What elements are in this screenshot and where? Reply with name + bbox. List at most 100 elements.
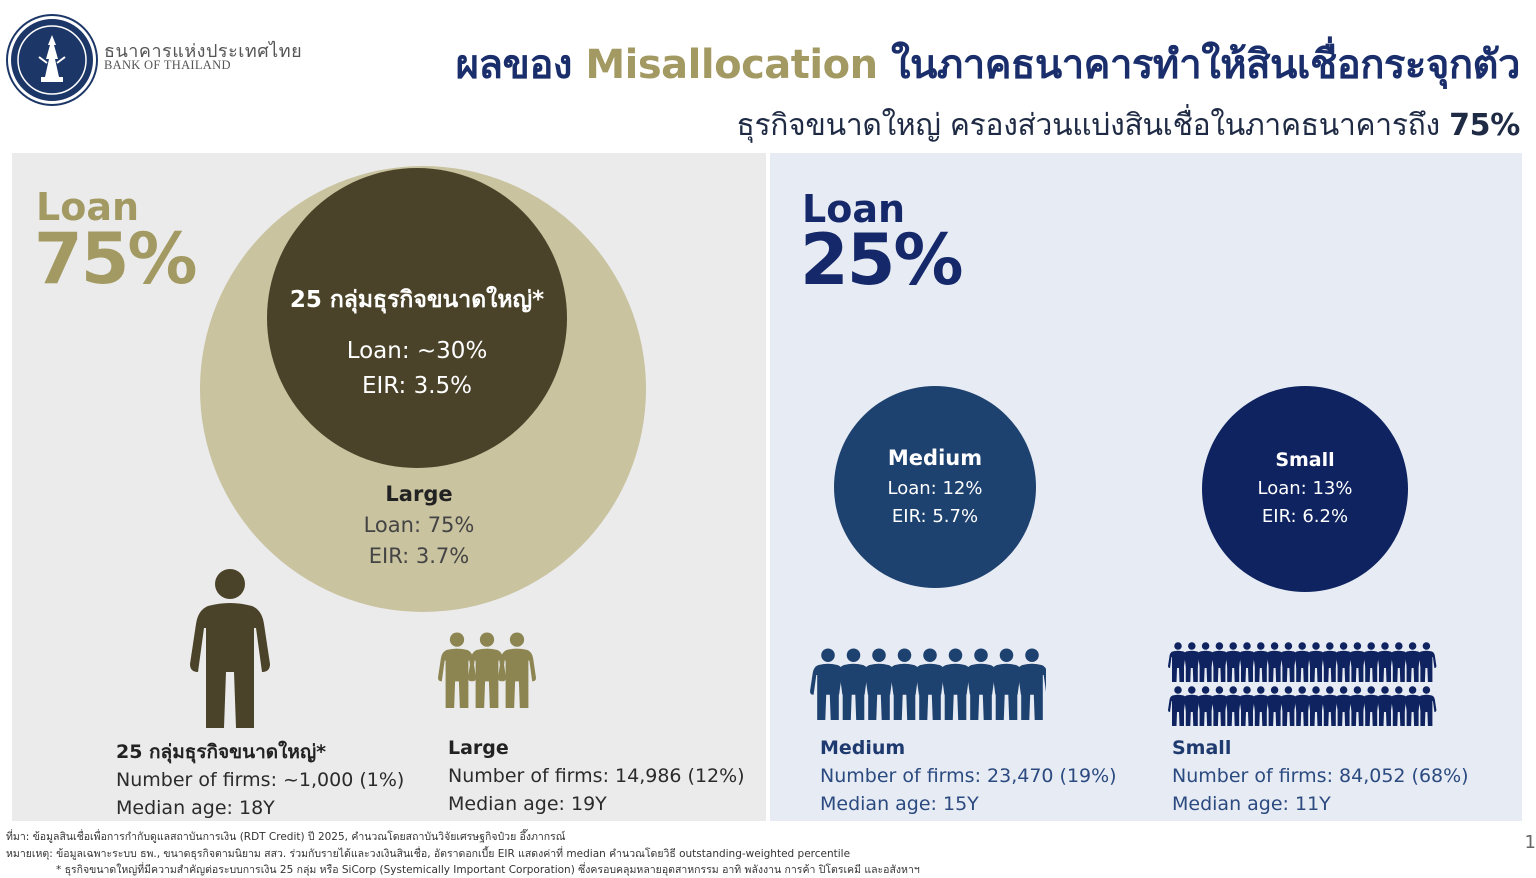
person-icon bbox=[835, 648, 872, 720]
person-icon bbox=[1416, 642, 1437, 682]
person-icon bbox=[1168, 642, 1188, 682]
person-icon bbox=[1402, 686, 1423, 726]
person-icon bbox=[1333, 686, 1354, 726]
person-icon bbox=[1319, 686, 1340, 726]
footnote-source: ที่มา: ข้อมูลสินเชื่อเพื่อการกำกับดูแลสถ… bbox=[6, 831, 566, 843]
person-icon bbox=[1181, 642, 1202, 682]
large-title: Large bbox=[385, 482, 453, 506]
person-icon bbox=[1388, 642, 1409, 682]
person-icon bbox=[1168, 686, 1188, 726]
person-icon bbox=[1306, 642, 1326, 682]
person-icon bbox=[1209, 686, 1230, 726]
people-icon-small bbox=[1168, 642, 1437, 726]
person-icon bbox=[1402, 642, 1423, 682]
person-icon bbox=[810, 648, 846, 720]
person-icon bbox=[438, 632, 476, 708]
top25-eir: EIR: 3.5% bbox=[361, 373, 473, 399]
person-icon bbox=[498, 632, 536, 708]
bot-logo bbox=[8, 16, 96, 104]
person-icon bbox=[1223, 686, 1244, 726]
person-icon bbox=[886, 648, 923, 720]
brand-name-thai: ธนาคารแห่งประเทศไทย bbox=[104, 41, 303, 62]
footnote-star: * ธุรกิจขนาดใหญ่ที่มีความสำคัญต่อระบบการ… bbox=[56, 864, 920, 876]
stats-top25-age: Median age: 18Y bbox=[116, 797, 275, 819]
person-icon bbox=[1388, 686, 1409, 726]
stats-large-name: Large bbox=[448, 737, 509, 759]
page-title: ผลของ Misallocation ในภาคธนาคารทำให้สินเ… bbox=[455, 32, 1521, 96]
person-icon bbox=[1278, 642, 1299, 682]
people-icon-large bbox=[438, 632, 536, 708]
person-icon bbox=[1181, 686, 1202, 726]
person-icon bbox=[1195, 642, 1216, 682]
brand-name-english: BANK OF THAILAND bbox=[104, 58, 231, 72]
stats-medium: Medium Number of firms: 23,470 (19%) Med… bbox=[820, 734, 1117, 818]
person-icon bbox=[1292, 642, 1313, 682]
person-icon bbox=[190, 569, 270, 728]
person-icon bbox=[861, 648, 897, 720]
top25-loan: Loan: ~30% bbox=[346, 338, 488, 364]
people-icon-medium bbox=[810, 648, 1046, 721]
stats-medium-name: Medium bbox=[820, 737, 906, 759]
person-icon bbox=[1278, 686, 1299, 726]
stats-large: Large Number of firms: 14,986 (12%) Medi… bbox=[448, 734, 745, 818]
large-loan: Loan: 75% bbox=[363, 513, 475, 537]
garuda-emblem-icon bbox=[17, 25, 87, 95]
top25-title: 25 กลุ่มธุรกิจขนาดใหญ่* bbox=[289, 287, 545, 313]
person-icon bbox=[1264, 686, 1285, 726]
person-icon bbox=[1375, 686, 1395, 726]
person-icon bbox=[1333, 642, 1354, 682]
person-icon bbox=[1319, 642, 1340, 682]
footnote-note: หมายเหตุ: ข้อมูลเฉพาะระบบ ธพ., ขนาดธุรกิ… bbox=[6, 848, 851, 860]
person-icon bbox=[1014, 648, 1046, 721]
small-title: Small bbox=[1275, 449, 1335, 471]
person-icon bbox=[1223, 642, 1244, 682]
right-loan-label: Loan bbox=[802, 187, 906, 231]
person-icon bbox=[1361, 686, 1382, 726]
medium-eir: EIR: 5.7% bbox=[891, 506, 979, 527]
stats-top25: 25 กลุ่มธุรกิจขนาดใหญ่* Number of firms:… bbox=[116, 738, 404, 822]
stats-large-age: Median age: 19Y bbox=[448, 793, 607, 815]
subtitle-text: ธุรกิจขนาดใหญ่ ครองส่วนแบ่งสินเชื่อในภาค… bbox=[736, 108, 1450, 143]
stats-small: Small Number of firms: 84,052 (68%) Medi… bbox=[1172, 734, 1469, 818]
medium-title: Medium bbox=[887, 446, 983, 470]
stats-small-firms: Number of firms: 84,052 (68%) bbox=[1172, 765, 1469, 787]
small-loan: Loan: 13% bbox=[1257, 478, 1353, 499]
top25-circle bbox=[267, 168, 567, 468]
left-loan-pct: 75% bbox=[34, 218, 198, 300]
stats-medium-age: Median age: 15Y bbox=[820, 793, 979, 815]
person-icon bbox=[1237, 686, 1257, 726]
title-part-1: ผลของ bbox=[455, 42, 586, 88]
medium-loan: Loan: 12% bbox=[887, 478, 983, 499]
small-eir: EIR: 6.2% bbox=[1261, 506, 1349, 527]
person-icon bbox=[1292, 686, 1313, 726]
right-loan-pct: 25% bbox=[800, 219, 964, 301]
person-icon bbox=[963, 648, 999, 720]
title-part-2: ในภาคธนาคารทำให้สินเชื่อกระจุกตัว bbox=[877, 42, 1521, 88]
stats-medium-firms: Number of firms: 23,470 (19%) bbox=[820, 765, 1117, 787]
left-loan-label: Loan bbox=[36, 185, 140, 229]
stats-small-age: Median age: 11Y bbox=[1172, 793, 1331, 815]
person-icon bbox=[1347, 642, 1368, 682]
person-icon bbox=[1361, 642, 1382, 682]
person-icon bbox=[1264, 642, 1285, 682]
stats-top25-name: 25 กลุ่มธุรกิจขนาดใหญ่* bbox=[116, 741, 327, 763]
person-icon bbox=[1306, 686, 1326, 726]
person-icon bbox=[937, 648, 974, 720]
person-icon bbox=[1416, 686, 1437, 726]
stats-top25-firms: Number of firms: ~1,000 (1%) bbox=[116, 769, 405, 791]
person-icon bbox=[468, 632, 506, 708]
page-subtitle: ธุรกิจขนาดใหญ่ ครองส่วนแบ่งสินเชื่อในภาค… bbox=[736, 102, 1520, 149]
title-highlight: Misallocation bbox=[585, 42, 878, 88]
subtitle-pct: 75% bbox=[1449, 108, 1520, 143]
person-icon bbox=[1250, 642, 1271, 682]
stats-large-firms: Number of firms: 14,986 (12%) bbox=[448, 765, 745, 787]
page-number: 1 bbox=[1524, 832, 1536, 853]
person-icon bbox=[1347, 686, 1368, 726]
person-icon bbox=[988, 648, 1025, 720]
person-icon bbox=[912, 648, 948, 720]
large-eir: EIR: 3.7% bbox=[368, 544, 470, 568]
person-icon bbox=[1250, 686, 1271, 726]
person-icon-top25 bbox=[190, 569, 270, 728]
person-icon bbox=[1195, 686, 1216, 726]
person-icon bbox=[1375, 642, 1395, 682]
